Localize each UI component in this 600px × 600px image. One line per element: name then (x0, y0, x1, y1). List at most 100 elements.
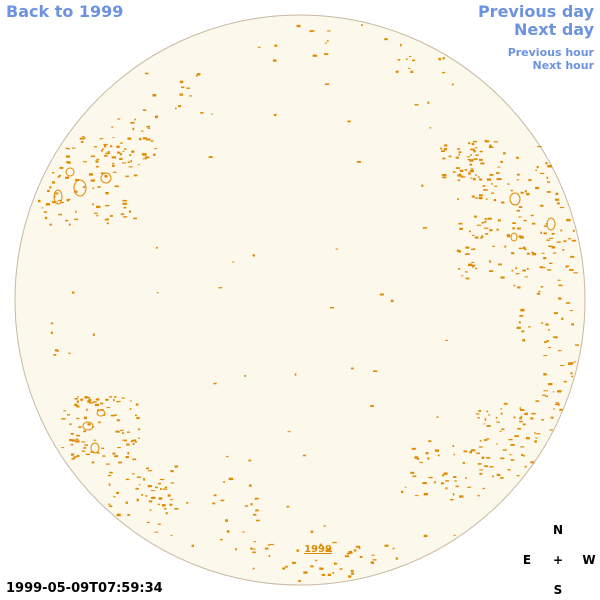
next-hour-link[interactable]: Next hour (532, 59, 595, 72)
contour-speck (414, 456, 419, 459)
contour-speck (101, 148, 104, 150)
next-day-link[interactable]: Next day (514, 20, 594, 39)
contour-speck (520, 191, 524, 194)
contour-speck (75, 179, 80, 181)
contour-speck (92, 187, 95, 189)
compass-south: S (553, 583, 563, 597)
contour-speck (112, 452, 116, 455)
contour-speck (67, 148, 70, 150)
contour-speck (59, 166, 64, 169)
contour-loop (53, 189, 63, 205)
contour-speck (98, 421, 101, 424)
contour-speck (470, 177, 473, 179)
contour-speck (85, 453, 90, 455)
contour-speck (339, 568, 343, 570)
contour-speck (196, 73, 201, 76)
contour-speck (94, 212, 98, 214)
contour-speck (471, 143, 475, 146)
contour-speck (525, 437, 530, 440)
contour-speck (419, 461, 423, 463)
contour-speck (404, 486, 407, 488)
contour-speck (108, 505, 113, 508)
contour-speck (104, 155, 108, 157)
contour-speck (129, 408, 132, 410)
contour-speck (481, 221, 484, 224)
contour-speck (169, 503, 173, 506)
contour-speck (282, 567, 286, 570)
contour-speck (479, 158, 483, 161)
contour-speck (489, 229, 493, 232)
contour-speck (72, 147, 76, 149)
contour-speck (358, 547, 361, 549)
previous-day-link[interactable]: Previous day (477, 2, 594, 21)
contour-speck (130, 160, 133, 163)
contour-speck (543, 225, 547, 227)
contour-speck (101, 447, 104, 449)
contour-speck (75, 438, 79, 440)
contour-speck (526, 268, 529, 270)
contour-speck (76, 455, 80, 457)
contour-speck (71, 458, 75, 460)
contour-speck (303, 454, 306, 457)
previous-hour-link[interactable]: Previous hour (507, 46, 594, 59)
contour-speck (548, 245, 553, 247)
contour-speck (458, 173, 462, 176)
contour-speck (519, 417, 522, 420)
contour-speck (146, 467, 149, 470)
contour-loop (509, 192, 521, 206)
contour-speck (489, 270, 494, 272)
contour-speck (554, 336, 558, 339)
contour-speck (469, 230, 471, 233)
contour-speck (109, 396, 113, 398)
contour-speck (536, 433, 541, 435)
contour-speck (147, 485, 152, 488)
contour-speck (395, 557, 398, 560)
contour-speck (296, 549, 299, 552)
contour-speck (560, 229, 563, 232)
contour-speck (131, 150, 135, 153)
contour-speck (567, 238, 572, 240)
contour-speck (135, 403, 139, 406)
contour-speck (96, 214, 99, 217)
contour-speck (147, 127, 150, 129)
contour-speck (106, 222, 109, 225)
contour-speck (571, 375, 574, 378)
contour-speck (434, 449, 440, 452)
year-link[interactable]: 1999 (304, 544, 332, 555)
contour-speck (465, 477, 467, 479)
contour-speck (355, 545, 361, 548)
contour-speck (519, 315, 524, 317)
contour-speck (496, 228, 499, 231)
contour-speck (541, 252, 545, 254)
contour-speck (61, 418, 66, 420)
contour-speck (569, 362, 574, 365)
contour-speck (82, 161, 87, 163)
contour-speck (494, 185, 498, 187)
contour-speck (437, 454, 440, 457)
contour-speck (524, 248, 527, 251)
contour-speck (478, 194, 483, 197)
contour-speck (103, 143, 108, 146)
contour-speck (112, 137, 115, 139)
contour-speck (483, 227, 489, 229)
contour-speck (531, 412, 536, 415)
contour-speck (442, 474, 445, 477)
contour-speck (232, 261, 235, 263)
contour-speck (189, 95, 193, 97)
contour-speck (458, 151, 462, 153)
magnetic-contours (38, 24, 579, 583)
contour-speck (228, 477, 234, 481)
contour-speck (116, 419, 120, 422)
back-to-year-link[interactable]: Back to 1999 (6, 2, 124, 21)
contour-speck (535, 186, 540, 190)
contour-speck (479, 178, 482, 181)
contour-speck (524, 190, 527, 193)
contour-speck (319, 543, 322, 546)
contour-speck (486, 425, 491, 427)
contour-speck (135, 487, 139, 490)
contour-speck (310, 565, 314, 568)
contour-speck (213, 494, 217, 497)
contour-speck (83, 416, 87, 420)
compass-west: W (582, 553, 596, 567)
contour-speck (61, 447, 65, 449)
